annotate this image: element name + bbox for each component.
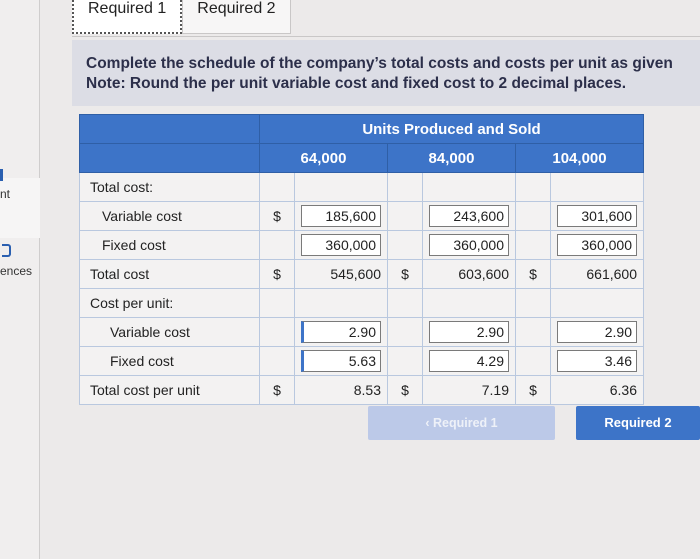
column-header-104000: 104,000 [515, 143, 644, 173]
next-button-required-2[interactable]: Required 2 [576, 406, 700, 440]
variable-cost-64000-input[interactable]: 185,600 [301, 205, 381, 227]
tab-bar: Required 1 Required 2 [72, 0, 291, 36]
unit-fixed-cost-64000-input[interactable]: 5.63 [301, 350, 381, 372]
sidebar-bracket-icon [2, 244, 11, 257]
row-label-unit-variable-cost: Variable cost [79, 317, 260, 347]
next-button-label: Required 2 [604, 415, 672, 430]
instruction-banner: Complete the schedule of the company’s t… [72, 40, 700, 106]
total-cost-104000: 661,600 [550, 259, 644, 289]
dollar-sign: $ [387, 259, 423, 289]
unit-fixed-cost-104000-input[interactable]: 3.46 [557, 350, 637, 372]
row-label-fixed-cost: Fixed cost [79, 230, 260, 260]
fixed-cost-104000-input[interactable]: 360,000 [557, 234, 637, 256]
table-row: Fixed cost 360,000 360,000 360,000 [79, 230, 644, 260]
row-label-unit-fixed-cost: Fixed cost [79, 346, 260, 376]
total-cost-per-unit-64000: 8.53 [294, 375, 388, 405]
variable-cost-104000-input[interactable]: 301,600 [557, 205, 637, 227]
chevron-left-icon: ‹ [425, 416, 430, 430]
table-row: Variable cost $ 185,600 243,600 301,600 [79, 201, 644, 231]
total-cost-64000: 545,600 [294, 259, 388, 289]
units-header: Units Produced and Sold [259, 114, 644, 144]
instruction-text: Complete the schedule of the company’s t… [86, 55, 673, 72]
unit-variable-cost-64000-input[interactable]: 2.90 [301, 321, 381, 343]
section-label-total-cost: Total cost: [79, 172, 260, 202]
total-cost-84000: 603,600 [422, 259, 516, 289]
dollar-sign: $ [259, 259, 295, 289]
dollar-sign: $ [515, 375, 551, 405]
table-row: Fixed cost 5.63 4.29 3.46 [79, 346, 644, 376]
table-row: Total cost: [79, 172, 644, 202]
prev-button-required-1[interactable]: ‹ Required 1 [368, 406, 555, 440]
row-label-variable-cost: Variable cost [79, 201, 260, 231]
unit-variable-cost-104000-input[interactable]: 2.90 [557, 321, 637, 343]
dollar-sign: $ [259, 201, 295, 231]
dollar-sign: $ [259, 375, 295, 405]
sidebar-item-label[interactable]: ences [0, 264, 33, 278]
sidebar-item-label[interactable]: nt [0, 187, 11, 201]
tab-divider [72, 36, 700, 37]
variable-cost-84000-input[interactable]: 243,600 [429, 205, 509, 227]
column-header-64000: 64,000 [259, 143, 388, 173]
prev-button-label: Required 1 [433, 416, 498, 430]
table-row: Variable cost 2.90 2.90 2.90 [79, 317, 644, 347]
table-row: Cost per unit: [79, 288, 644, 318]
fixed-cost-84000-input[interactable]: 360,000 [429, 234, 509, 256]
header-blank [79, 143, 260, 173]
sidebar-marker [0, 169, 3, 181]
tab-required-1[interactable]: Required 1 [72, 0, 183, 34]
dollar-sign: $ [387, 375, 423, 405]
left-sidebar: nt ences [0, 0, 40, 559]
header-blank [79, 114, 260, 144]
cost-schedule-table: Units Produced and Sold 64,000 84,000 10… [79, 114, 644, 405]
row-label-total-cost: Total cost [79, 259, 260, 289]
table-row: Total cost per unit $ 8.53 $ 7.19 $ 6.36 [79, 375, 644, 405]
instruction-note: Note: Round the per unit variable cost a… [86, 75, 627, 92]
row-label-total-cost-per-unit: Total cost per unit [79, 375, 260, 405]
tab-required-2[interactable]: Required 2 [182, 0, 291, 34]
unit-variable-cost-84000-input[interactable]: 2.90 [429, 321, 509, 343]
column-header-84000: 84,000 [387, 143, 516, 173]
fixed-cost-64000-input[interactable]: 360,000 [301, 234, 381, 256]
unit-fixed-cost-84000-input[interactable]: 4.29 [429, 350, 509, 372]
sidebar-active-background [0, 178, 40, 238]
total-cost-per-unit-84000: 7.19 [422, 375, 516, 405]
table-row: Total cost $ 545,600 $ 603,600 $ 661,600 [79, 259, 644, 289]
section-label-cost-per-unit: Cost per unit: [79, 288, 260, 318]
dollar-sign: $ [515, 259, 551, 289]
total-cost-per-unit-104000: 6.36 [550, 375, 644, 405]
